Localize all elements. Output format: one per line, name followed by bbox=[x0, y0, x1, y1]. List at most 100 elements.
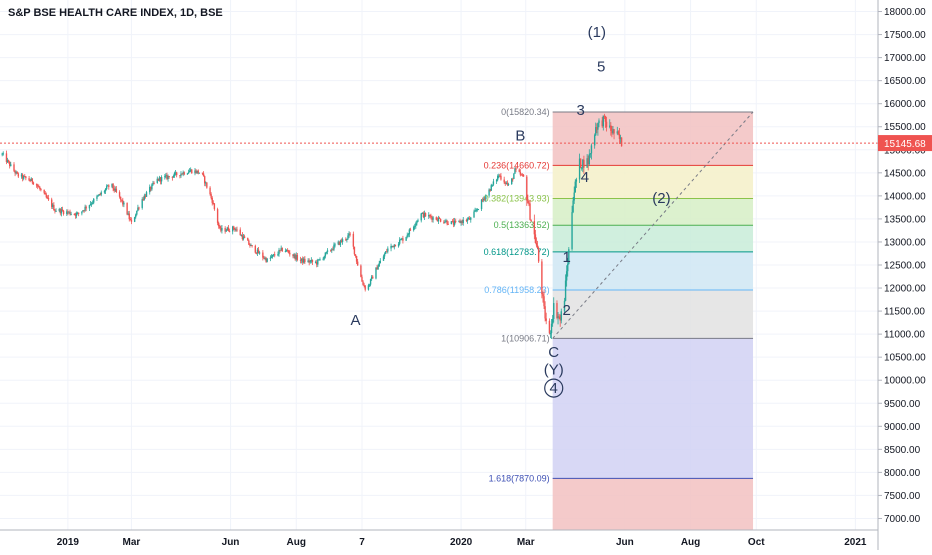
candle-body bbox=[279, 249, 281, 251]
candle-body bbox=[597, 123, 599, 130]
candle-body bbox=[88, 205, 91, 209]
candle-body bbox=[347, 235, 349, 239]
candle-body bbox=[571, 212, 573, 250]
candle-body bbox=[353, 246, 356, 255]
candle-body bbox=[492, 181, 495, 185]
candle-body bbox=[295, 255, 297, 260]
candle-body bbox=[333, 244, 335, 250]
candle-body bbox=[537, 247, 540, 262]
candle-body bbox=[522, 174, 525, 177]
candle-body bbox=[460, 221, 462, 223]
candle-body bbox=[619, 137, 622, 139]
candle-body bbox=[211, 197, 213, 203]
candle-body bbox=[573, 192, 575, 201]
candle-body bbox=[593, 135, 596, 146]
y-tick-label: 17500.00 bbox=[884, 30, 926, 41]
candle-body bbox=[23, 176, 25, 179]
candle-body bbox=[35, 184, 38, 186]
candle-body bbox=[559, 317, 561, 321]
candle-body bbox=[549, 333, 552, 335]
y-tick-label: 18000.00 bbox=[884, 7, 926, 18]
x-tick-label: Oct bbox=[748, 537, 765, 548]
candle-body bbox=[450, 221, 453, 225]
candle-body bbox=[514, 168, 516, 174]
y-tick-label: 12500.00 bbox=[884, 261, 926, 272]
candle-body bbox=[340, 240, 343, 242]
candle-body bbox=[122, 200, 124, 205]
candle-body bbox=[220, 228, 222, 231]
y-tick-label: 17000.00 bbox=[884, 53, 926, 64]
candle-body bbox=[557, 316, 559, 318]
candle-body bbox=[485, 195, 487, 200]
candle-body bbox=[407, 234, 409, 236]
fib-zone-0.5 bbox=[552, 225, 754, 252]
x-tick-label: Mar bbox=[123, 537, 141, 548]
candle-body bbox=[241, 234, 244, 240]
candle-body bbox=[251, 245, 253, 247]
fib-label-0.382: 0.382(13943.93) bbox=[484, 193, 550, 203]
candle-body bbox=[432, 217, 434, 220]
wave-label: C bbox=[548, 344, 559, 361]
y-tick-label: 10000.00 bbox=[884, 376, 926, 387]
fib-zone-0.618 bbox=[552, 251, 754, 290]
candle-body bbox=[257, 249, 260, 254]
candle-body bbox=[135, 214, 137, 218]
y-tick-label: 9500.00 bbox=[884, 399, 921, 410]
candle-body bbox=[609, 125, 611, 128]
candle-body bbox=[424, 213, 427, 217]
candle-body bbox=[458, 220, 460, 222]
candle-body bbox=[43, 189, 45, 193]
candle-body bbox=[31, 178, 34, 183]
candle-body bbox=[118, 192, 121, 197]
candle-body bbox=[181, 173, 183, 175]
candles bbox=[1, 113, 623, 339]
candle-body bbox=[144, 195, 147, 197]
candle-body bbox=[490, 185, 492, 191]
candle-body bbox=[415, 223, 417, 226]
candle-body bbox=[278, 249, 280, 255]
candle-body bbox=[528, 203, 530, 205]
candle-body bbox=[563, 300, 566, 312]
candle-body bbox=[515, 168, 517, 170]
candle-body bbox=[224, 227, 226, 232]
candle-body bbox=[462, 219, 464, 224]
candle-body bbox=[533, 220, 536, 235]
candle-body bbox=[362, 281, 364, 285]
candle-body bbox=[416, 220, 418, 224]
candle-body bbox=[556, 303, 558, 318]
candle-body bbox=[507, 184, 510, 186]
candle-body bbox=[443, 221, 445, 223]
candle-body bbox=[470, 217, 472, 220]
candle-body bbox=[175, 172, 178, 176]
candle-body bbox=[461, 221, 463, 224]
candle-body bbox=[53, 204, 55, 211]
candle-body bbox=[203, 176, 206, 184]
candle-body bbox=[21, 174, 24, 179]
candle-body bbox=[521, 174, 524, 176]
candle-body bbox=[436, 219, 439, 222]
candle-body bbox=[188, 170, 191, 173]
candle-body bbox=[25, 176, 27, 179]
candle-body bbox=[168, 176, 170, 178]
candle-body bbox=[447, 223, 449, 225]
candle-body bbox=[100, 192, 102, 195]
candle-body bbox=[217, 222, 220, 227]
x-tick-label: 2020 bbox=[450, 537, 473, 548]
candle-body bbox=[370, 276, 373, 280]
candle-body bbox=[52, 204, 54, 207]
candle-body bbox=[452, 221, 455, 225]
candle-body bbox=[545, 318, 547, 321]
candle-body bbox=[331, 249, 333, 251]
candle-body bbox=[368, 284, 371, 286]
candle-body bbox=[400, 239, 402, 241]
candle-body bbox=[96, 196, 98, 199]
wave-label: 2 bbox=[562, 302, 570, 319]
candle-body bbox=[361, 276, 363, 282]
candle-body bbox=[187, 172, 190, 174]
candle-body bbox=[121, 199, 123, 201]
x-tick-label: 7 bbox=[359, 537, 365, 548]
candle-body bbox=[75, 213, 78, 216]
candle-body bbox=[356, 261, 359, 266]
